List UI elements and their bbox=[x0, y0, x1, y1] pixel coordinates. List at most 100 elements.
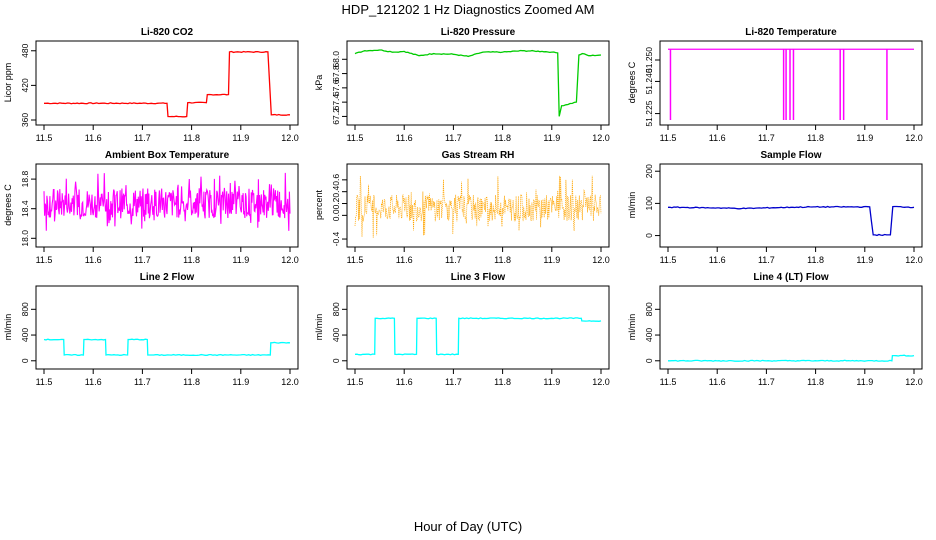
x-tick-label: 11.6 bbox=[85, 377, 102, 387]
plot-frame bbox=[659, 40, 923, 126]
panel-li-820-temperature: Li-820 Temperature degrees C 11.5 11.6 11.7 1… bbox=[627, 27, 923, 143]
x-tick-label: 11.5 bbox=[660, 255, 677, 265]
x-tick-label: 11.6 bbox=[85, 255, 102, 265]
x-tick-label: 11.7 bbox=[445, 255, 462, 265]
panel-title: Ambient Box Temperature bbox=[105, 150, 230, 161]
y-tick-label: 800 bbox=[644, 302, 654, 316]
plot-frame bbox=[346, 163, 610, 248]
x-tick-label: 11.9 bbox=[232, 255, 249, 265]
y-tick-label: 0 bbox=[644, 233, 654, 238]
y-tick-label: 18.8 bbox=[20, 171, 30, 188]
x-tick-label: 11.8 bbox=[183, 377, 200, 387]
plot-frame bbox=[659, 163, 923, 248]
x-tick-label: 11.9 bbox=[856, 133, 873, 143]
x-tick-label: 11.6 bbox=[396, 255, 413, 265]
x-tick-label: 11.8 bbox=[183, 255, 200, 265]
y-tick-label: 800 bbox=[331, 302, 341, 316]
x-tick-label: 11.5 bbox=[347, 133, 364, 143]
x-tick-label: 11.9 bbox=[543, 133, 560, 143]
x-tick-label: 11.8 bbox=[807, 255, 824, 265]
x-tick-label: 11.6 bbox=[709, 133, 726, 143]
y-tick-label: 51.240 bbox=[644, 68, 654, 94]
panel-line-2-flow: Line 2 Flow ml/min 11.5 11.6 11.7 11.8 11.9 12.… bbox=[3, 272, 299, 387]
x-tick-label: 11.8 bbox=[494, 377, 511, 387]
y-tick-label: 0 bbox=[644, 358, 654, 363]
panel-li-820-pressure: Li-820 Pressure kPa 11.5 11.6 11.7 11.8 11.9 12… bbox=[314, 27, 610, 143]
y-tick-label: 200 bbox=[644, 164, 654, 178]
x-tick-label: 11.7 bbox=[445, 133, 462, 143]
y-tick-label: 0.4 bbox=[331, 186, 341, 198]
x-tick-label: 11.9 bbox=[543, 377, 560, 387]
figure-title: HDP_121202 1 Hz Diagnostics Zoomed AM bbox=[342, 2, 595, 17]
y-axis-label: ml/min bbox=[627, 192, 637, 219]
panel-line-3-flow: Line 3 Flow ml/min 11.5 11.6 11.7 11.8 11.9 12.… bbox=[314, 272, 610, 387]
x-tick-label: 11.6 bbox=[709, 377, 726, 387]
x-tick-label: 11.7 bbox=[134, 255, 151, 265]
x-tick-label: 11.5 bbox=[660, 133, 677, 143]
y-tick-label: 67.4 bbox=[331, 94, 341, 111]
y-tick-label: 0 bbox=[331, 358, 341, 363]
x-tick-label: 11.7 bbox=[134, 377, 151, 387]
y-axis-label: degrees C bbox=[3, 184, 13, 226]
x-tick-label: 11.7 bbox=[758, 377, 775, 387]
x-tick-label: 11.8 bbox=[183, 133, 200, 143]
y-tick-label: 18.0 bbox=[20, 230, 30, 247]
x-tick-label: 12.0 bbox=[281, 255, 299, 265]
y-tick-label: 400 bbox=[331, 328, 341, 342]
panel-sample-flow: Sample Flow ml/min 11.5 11.6 11.7 11.8 11.9 12.… bbox=[627, 150, 923, 265]
panel-title: Sample Flow bbox=[760, 150, 821, 161]
y-tick-label: 51.225 bbox=[644, 100, 654, 126]
y-tick-label: 67.2 bbox=[331, 108, 341, 125]
panel-title: Line 2 Flow bbox=[140, 272, 195, 283]
x-tick-label: 11.9 bbox=[856, 255, 873, 265]
panel-title: Li-820 Temperature bbox=[745, 27, 837, 38]
y-tick-label: 0.2 bbox=[331, 197, 341, 209]
y-tick-label: 360 bbox=[20, 113, 30, 127]
y-axis-label: ml/min bbox=[314, 314, 324, 341]
panel-title: Gas Stream RH bbox=[442, 150, 515, 161]
x-tick-label: 11.6 bbox=[709, 255, 726, 265]
y-tick-label: 18.4 bbox=[20, 200, 30, 217]
plot-frame bbox=[659, 285, 923, 370]
panel-grid: Li-820 CO2 Licor ppm 11.5 11.6 11.7 11.8 11.9 1… bbox=[3, 27, 923, 387]
x-tick-label: 11.5 bbox=[347, 255, 364, 265]
panel-title: Li-820 Pressure bbox=[441, 27, 516, 38]
y-tick-label: 0.6 bbox=[331, 174, 341, 186]
panel-line-4-lt-flow: Line 4 (LT) Flow ml/min 11.5 11.6 11.7 11.8 11… bbox=[627, 272, 923, 387]
y-axis-label: percent bbox=[314, 189, 324, 220]
x-tick-label: 12.0 bbox=[592, 255, 610, 265]
y-tick-label: 67.6 bbox=[331, 79, 341, 96]
x-tick-label: 12.0 bbox=[592, 133, 610, 143]
x-tick-label: 11.6 bbox=[396, 133, 413, 143]
x-tick-label: 11.6 bbox=[396, 377, 413, 387]
panel-ambient-box-temperature: Ambient Box Temperature degrees C 11.5 11.6… bbox=[3, 150, 299, 265]
x-tick-label: 11.7 bbox=[134, 133, 151, 143]
plot-frame bbox=[35, 285, 299, 370]
x-tick-label: 12.0 bbox=[905, 255, 923, 265]
x-tick-label: 11.9 bbox=[543, 255, 560, 265]
y-tick-label: 100 bbox=[644, 196, 654, 210]
y-axis-label: degrees C bbox=[627, 61, 637, 103]
series-noise-trace bbox=[354, 175, 602, 238]
x-tick-label: 12.0 bbox=[592, 377, 610, 387]
y-tick-label: 400 bbox=[644, 328, 654, 342]
figure-xlabel: Hour of Day (UTC) bbox=[414, 519, 522, 534]
series-line bbox=[668, 354, 915, 362]
y-tick-label: 0.0 bbox=[331, 209, 341, 221]
x-tick-label: 11.5 bbox=[36, 133, 53, 143]
panel-gas-stream-rh: Gas Stream RH percent 11.5 11.6 11.7 11.8 11.9… bbox=[314, 150, 610, 265]
panel-title: Line 4 (LT) Flow bbox=[753, 272, 829, 283]
x-tick-label: 11.7 bbox=[758, 133, 775, 143]
x-tick-label: 12.0 bbox=[905, 377, 923, 387]
y-axis-label: ml/min bbox=[627, 314, 637, 341]
x-tick-label: 11.5 bbox=[36, 255, 53, 265]
x-tick-label: 11.5 bbox=[347, 377, 364, 387]
y-tick-label: 800 bbox=[20, 302, 30, 316]
series-line bbox=[44, 50, 290, 118]
series-noise-trace bbox=[43, 172, 291, 231]
y-axis-label: kPa bbox=[314, 75, 324, 91]
x-tick-label: 12.0 bbox=[281, 377, 299, 387]
y-tick-label: -0.4 bbox=[331, 231, 341, 246]
x-tick-label: 11.8 bbox=[807, 377, 824, 387]
